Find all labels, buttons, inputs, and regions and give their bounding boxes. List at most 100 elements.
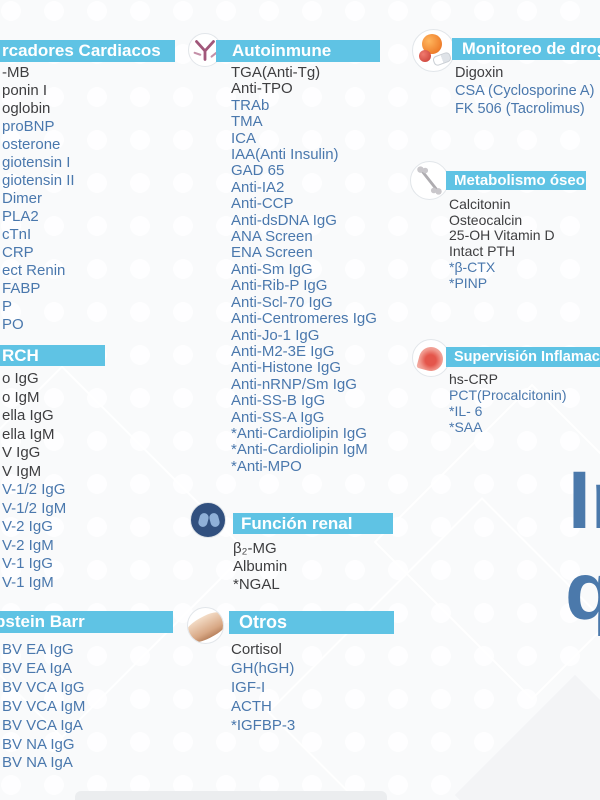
section-title: rcadores Cardiacos [2,41,161,60]
list-item: BV VCA IgG [2,678,85,696]
list-item: ICA [231,129,257,147]
list-item: o IgG [2,370,39,387]
big-heading-line1: In [568,455,600,546]
list-item: Albumin [233,558,288,575]
list-item: Anti-TPO [231,80,293,98]
list-item: ENA Screen [231,244,313,262]
section-title: Otros [239,612,288,632]
list-item: osterone [2,136,61,153]
list-item: TRAb [231,96,270,114]
pills-icon [412,29,455,72]
list-item: V IgG [2,444,41,461]
list-item: Anti-dsDNA IgG [231,211,337,229]
section-header-autoinmune: Autoinmune [216,40,380,62]
list-item: ect Renin [2,262,66,279]
list-item: IAA(Anti Insulin) [231,146,339,164]
list-item: Anti-M2-3E IgG [231,342,335,360]
device-image-top-edge [75,791,387,800]
list-item: V-1/2 IgM [2,499,67,517]
list-item: o IgM [2,388,40,406]
list-item: *Anti-Cardiolipin IgG [231,424,367,442]
list-item: *IL- 6 [449,403,483,419]
pill-shape [419,50,431,62]
list-item: BV EA IgG [2,641,74,658]
autoinmune-list: TGA(Anti-Tg) Anti-TPO TRAb TMA ICA IAA(Anti I… [231,64,377,475]
kidney-shape [208,512,221,528]
list-item: Calcitonin [449,196,511,212]
big-heading-line2: q [565,546,600,637]
list-item: ella IgM [2,425,55,443]
metabolismo-list: Calcitonin Osteocalcin 25-OH Vitamin D Inta… [449,196,555,291]
list-item: FK 506 (Tacrolimus) [455,101,585,117]
pill-shape [422,34,442,54]
section-header-epstein-barr: pstein Barr [0,611,173,633]
list-item: V-1 IgM [2,573,54,591]
list-item: V-2 IgG [2,518,53,535]
list-item: Anti-CCP [231,195,294,213]
section-header-funcion-renal: Función renal [233,513,393,534]
section-title: Función renal [241,513,353,533]
list-item: Cortisol [231,641,282,658]
supervision-list: hs-CRP PCT(Procalcitonin) *IL- 6 *SAA [449,371,566,435]
list-item: Anti-Sm IgG [231,260,313,278]
list-item: CSA (Cyclosporine A) [455,83,595,99]
list-item: Anti-Rib-P IgG [231,277,328,295]
list-item: PCT(Procalcitonin) [449,387,567,403]
list-item: TGA(Anti-Tg) [231,64,321,81]
list-item: IGF-I [231,679,266,696]
list-item: Anti-Histone IgG [231,359,342,377]
section-header-torch: RCH [0,345,105,366]
list-item: BV NA IgG [2,735,75,753]
section-title: Monitoreo de drogas [462,39,600,58]
section-header-marcadores-cardiacos: rcadores Cardiacos [0,40,175,62]
arm-icon [187,607,224,644]
list-item: *Anti-MPO [231,457,302,475]
list-item: giotensin II [2,172,75,189]
list-item: giotensin I [2,154,71,171]
kidney-icon [190,502,226,538]
list-item: ANA Screen [231,228,313,246]
otros-list: Cortisol GH(hGH) IGF-I ACTH *IGFBP-3 [231,640,295,735]
list-item: *Anti-Cardiolipin IgM [231,441,368,459]
list-item: ella IgG [2,407,54,424]
kidney-shape [197,512,210,528]
section-title: Supervisión Inflamación [454,349,600,365]
list-item: Intact PTH [449,243,516,260]
list-item: proBNP [2,118,55,135]
list-item: PO [2,316,24,333]
section-title: RCH [2,345,39,365]
list-item: Anti-Scl-70 IgG [231,293,333,311]
list-item: V-2 IgM [2,536,54,554]
list-item: hs-CRP [449,371,499,387]
section-title: Autoinmune [232,41,332,60]
list-item: Anti-SS-B IgG [231,392,326,410]
list-item: *IGFBP-3 [231,717,296,734]
section-header-metabolismo-oseo: Metabolismo óseo [446,171,586,190]
list-item: P [2,298,13,315]
funcion-renal-list: β₂-MG Albumin *NGAL [233,540,287,594]
bone-icon [410,161,449,200]
list-item: Anti-nRNP/Sm IgG [231,375,357,393]
list-item: *β-CTX [449,258,496,275]
list-item: V-1/2 IgG [2,481,66,498]
list-item: FABP [2,280,41,297]
inflamed-joint-shape [416,344,446,374]
list-item: GH(hGH) [231,660,295,677]
list-item: *SAA [449,419,483,435]
list-item: oglobin [2,100,51,117]
list-item: BV EA IgA [2,659,73,677]
list-item: V-1 IgG [2,555,53,572]
arm-shape [188,608,223,643]
inflammation-icon [412,339,450,377]
section-title: Metabolismo óseo [454,172,585,189]
list-item: -MB [2,64,30,81]
list-item: TMA [231,113,263,131]
list-item: cTnI [2,226,32,243]
list-item: Osteocalcin [449,211,523,228]
list-item: Anti-Jo-1 IgG [231,326,320,344]
list-item: Digoxin [455,65,504,81]
list-item: *PINP [449,274,488,291]
list-item: β₂-MG [233,540,277,557]
list-item: 25-OH Vitamin D [449,227,555,244]
